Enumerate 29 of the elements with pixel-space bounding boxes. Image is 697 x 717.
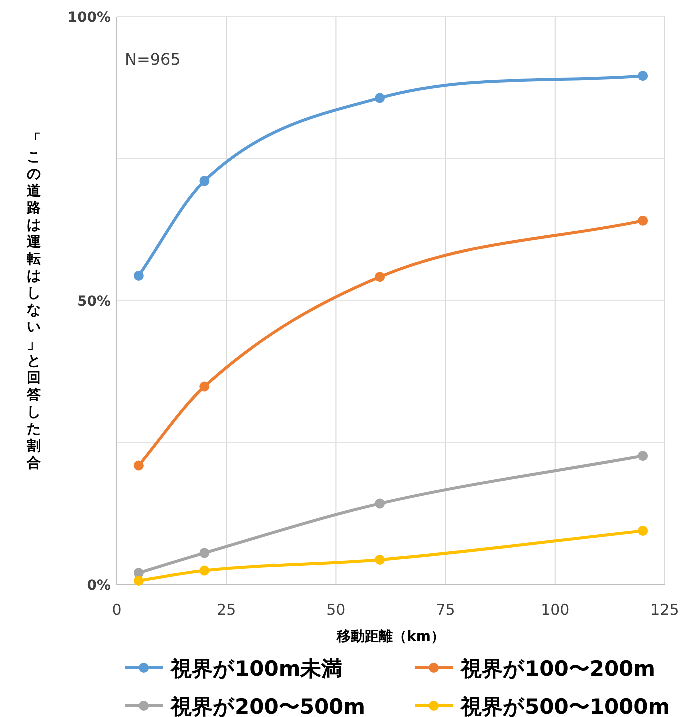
x-tick-label: 75	[436, 601, 456, 619]
legend-label: 視界が100〜200m	[460, 657, 656, 681]
point	[375, 93, 386, 104]
point	[638, 216, 648, 226]
text: 「この道路は運転はしない」と回答した割合	[27, 132, 41, 472]
x-tick-label: 0	[112, 601, 122, 619]
point	[638, 71, 648, 82]
x-axis-title: 移動距離（km）	[336, 629, 445, 645]
x-tick-label: 100	[541, 601, 570, 619]
point	[200, 548, 210, 558]
x-tick-label: 25	[217, 601, 236, 619]
point	[638, 451, 648, 462]
point	[134, 576, 144, 586]
y-tick-label: 0%	[87, 578, 111, 594]
point	[200, 176, 210, 186]
legend-label: 視界が100m未満	[170, 657, 343, 681]
point	[638, 526, 648, 536]
annotation: N=965	[125, 50, 181, 69]
point	[375, 498, 386, 509]
point	[375, 555, 386, 566]
point	[200, 566, 210, 576]
point	[375, 272, 386, 282]
y-tick-label: 100%	[68, 10, 111, 26]
x-tick-label: 125	[650, 601, 680, 619]
y-tick-label: 50%	[77, 294, 111, 310]
x-tick-label: 50	[326, 601, 346, 619]
point	[200, 382, 210, 392]
point	[134, 460, 144, 471]
point	[134, 271, 144, 282]
